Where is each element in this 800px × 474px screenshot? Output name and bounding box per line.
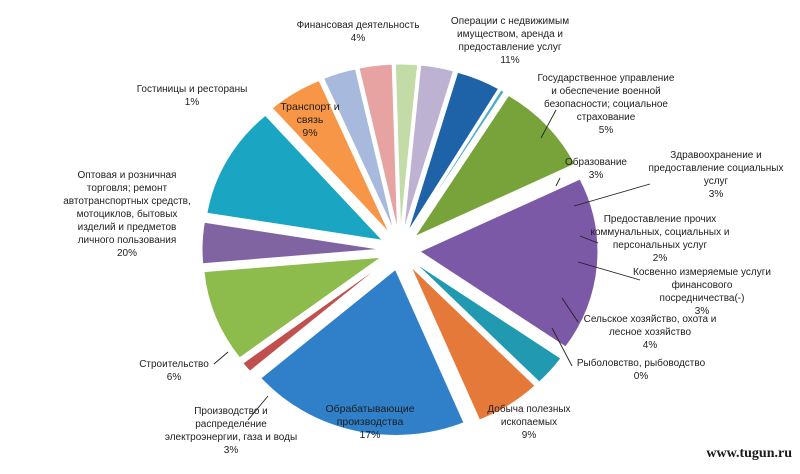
- watermark: www.tugun.ru: [706, 446, 792, 461]
- slice-label-6: Предоставление прочих коммунальных, социа…: [591, 214, 730, 264]
- leader-line-7: [577, 261, 641, 281]
- slice-label-text: Финансовая деятельность: [297, 20, 420, 31]
- slice-label-text: предоставление социальных: [649, 163, 784, 174]
- slice-label-text: Операции с недвижимым: [451, 16, 569, 27]
- slice-label-text: и обеспечение военной: [551, 85, 660, 97]
- slice-label-text: Предоставление прочих: [604, 214, 717, 225]
- pie-slice-9: [409, 89, 505, 234]
- leader-line-13: [213, 351, 229, 365]
- slice-value-label: 17%: [359, 429, 380, 441]
- slice-value-label: 3%: [224, 445, 239, 456]
- slice-value-label: 3%: [695, 306, 710, 317]
- slice-label-text: мотоциклов, бытовых: [77, 208, 178, 220]
- slice-label-4: Образование 3%: [565, 156, 627, 181]
- slice-label-text: персональных услуг: [613, 240, 708, 251]
- slice-label-text: Здравоохранение и: [670, 150, 761, 161]
- slice-value-label: 9%: [302, 127, 317, 139]
- pie-slice-12: [414, 262, 562, 383]
- leader-line-4: [555, 177, 561, 187]
- pie-slice-10: [413, 94, 576, 238]
- slice-label-text: Государственное управление: [538, 73, 675, 84]
- slice-label-text: Рыболовство, рыбоводство: [577, 357, 706, 369]
- slice-label-text: финансового: [672, 279, 733, 291]
- slice-value-label: 4%: [351, 33, 366, 44]
- slice-label-text: Косвенно измеряемые услуги: [633, 267, 771, 278]
- leader-line-5: [573, 183, 651, 207]
- slice-value-label: 2%: [653, 253, 668, 264]
- slice-value-label: 20%: [117, 248, 137, 259]
- slice-value-label: 11%: [500, 55, 519, 66]
- slice-label-2: Операции с недвижимым имуществом, аренда …: [451, 16, 569, 66]
- slice-label-text: коммунальных, социальных и: [591, 227, 730, 238]
- slice-label-text: Оптовая и розничная: [78, 170, 177, 181]
- slice-label-13: Строительство 6%: [139, 359, 209, 383]
- leader-line-6: [579, 235, 599, 244]
- slice-label-text: страхование: [577, 112, 636, 123]
- pie-slice-14: [260, 268, 465, 436]
- slice-label-text: имуществом, аренда и: [457, 29, 563, 40]
- pie-slice-15: [242, 262, 385, 372]
- pie-slice-13: [410, 266, 536, 421]
- slice-label-text: производства: [337, 416, 404, 428]
- slice-label-12: Производство и распределение электроэнерги…: [165, 406, 297, 456]
- slice-label-text: Гостиницы и рестораны: [137, 84, 248, 95]
- slice-label-15: Гостиницы и рестораны 1%: [137, 84, 248, 108]
- leader-line-3: [540, 109, 557, 139]
- slice-value-label: 3%: [709, 189, 724, 200]
- slice-label-text: безопасности; социальное: [544, 98, 668, 110]
- leader-line-12: [247, 395, 269, 421]
- slice-value-label: 5%: [599, 125, 614, 136]
- slice-label-text: Производство и: [194, 406, 268, 417]
- slice-label-5: Здравоохранение и предоставление социальн…: [649, 150, 784, 200]
- slice-label-text: ископаемых: [501, 417, 557, 428]
- pie-slice-16: [203, 256, 384, 359]
- slice-label-text: предоставление услуг: [458, 42, 561, 53]
- slice-label-text: распределение: [195, 419, 267, 430]
- slice-label-text: Обрабатывающие: [325, 403, 414, 415]
- slice-label-text: Транспорт и: [280, 101, 339, 113]
- slice-label-text: Строительство: [139, 359, 209, 370]
- pie-slice-4: [322, 68, 395, 232]
- leader-line-8: [561, 297, 579, 323]
- slice-label-text: электроэнергии, газа и воды: [165, 432, 297, 443]
- pie-slice-7: [403, 64, 455, 231]
- slice-label-text: лесное хозяйство: [609, 327, 692, 338]
- slice-label-text: Образование: [565, 156, 627, 168]
- slice-value-label: 4%: [643, 340, 658, 351]
- slice-label-text: услуг: [704, 176, 729, 187]
- slice-value-label: 6%: [167, 372, 182, 383]
- pie-slice-5: [358, 63, 399, 231]
- slice-label-text: изделий и предметов: [78, 222, 177, 233]
- slice-label-1: Финансовая деятельность 4%: [297, 20, 420, 44]
- slice-label-text: торговля; ремонт: [87, 183, 168, 194]
- slice-value-label: 1%: [185, 97, 200, 108]
- slice-label-text: Сельское хозяйство, охота и: [584, 314, 717, 325]
- slice-label-text: Добыча полезных: [487, 403, 570, 415]
- slice-label-10: Добыча полезных ископаемых 9%: [487, 403, 570, 441]
- pie-slice-6: [394, 63, 419, 231]
- pie-slice-1: [201, 221, 381, 265]
- slice-label-text: связь: [297, 114, 324, 126]
- pie-slice-2: [206, 114, 384, 241]
- slice-value-label: 3%: [589, 170, 604, 181]
- slice-value-label: 9%: [522, 430, 537, 441]
- slice-label-8: Сельское хозяйство, охота и лесное хозяйс…: [584, 314, 717, 351]
- pie-slice-8: [407, 71, 500, 232]
- slice-label-text: личного пользования: [78, 235, 177, 246]
- slice-label-text: посредничества(-): [660, 293, 745, 304]
- slice-label-14: Оптовая и розничная торговля; ремонт автот…: [63, 170, 191, 259]
- leader-line-9: [551, 327, 573, 367]
- pie-slice-3: [271, 79, 390, 234]
- slice-label-9: Рыболовство, рыбоводство 0%: [577, 357, 706, 382]
- pie-slice-11: [418, 178, 599, 348]
- slice-label-text: автотранспортных средств,: [63, 196, 191, 207]
- slice-value-label: 0%: [634, 371, 649, 382]
